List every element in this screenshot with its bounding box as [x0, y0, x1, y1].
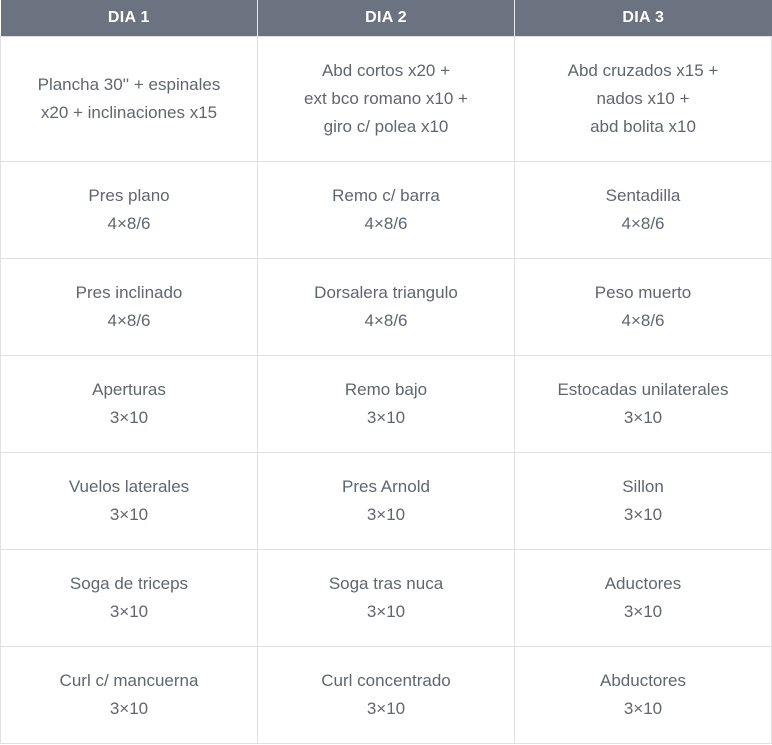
- exercise-cell: Pres Arnold 3×10: [257, 452, 515, 550]
- exercise-line: abd bolita x10: [590, 117, 696, 136]
- exercise-cell: Plancha 30'' + espinales x20 + inclinaci…: [0, 36, 258, 162]
- exercise-cell: Curl c/ mancuerna 3×10: [0, 646, 258, 744]
- exercise-sets: 4×8/6: [364, 311, 408, 330]
- exercise-name: Abductores: [600, 671, 686, 690]
- exercise-cell: Remo c/ barra 4×8/6: [257, 161, 515, 259]
- exercise-name: Remo bajo: [344, 380, 428, 399]
- exercise-cell: Curl concentrado 3×10: [257, 646, 515, 744]
- exercise-name: Pres inclinado: [75, 283, 183, 302]
- exercise-name: Dorsalera triangulo: [314, 283, 458, 302]
- exercise-line: x20 + inclinaciones x15: [40, 103, 218, 122]
- exercise-sets: 3×10: [109, 408, 149, 427]
- exercise-name: Sentadilla: [605, 186, 681, 205]
- exercise-name: Curl concentrado: [321, 671, 451, 690]
- table-row: Soga de triceps 3×10 Soga tras nuca 3×10…: [0, 549, 772, 647]
- exercise-sets: 4×8/6: [621, 311, 665, 330]
- table-row: Pres plano 4×8/6 Remo c/ barra 4×8/6 Sen…: [0, 161, 772, 259]
- exercise-name: Soga de triceps: [69, 574, 189, 593]
- exercise-line: Abd cruzados x15 +: [567, 61, 719, 80]
- table-header: DIA 1 DIA 2 DIA 3: [0, 0, 772, 37]
- exercise-sets: 3×10: [366, 505, 406, 524]
- exercise-sets: 3×10: [109, 505, 149, 524]
- exercise-sets: 3×10: [366, 602, 406, 621]
- exercise-cell: Pres plano 4×8/6: [0, 161, 258, 259]
- exercise-cell: Estocadas unilaterales 3×10: [514, 355, 772, 453]
- exercise-sets: 4×8/6: [364, 214, 408, 233]
- exercise-name: Estocadas unilaterales: [557, 380, 729, 399]
- exercise-sets: 3×10: [366, 408, 406, 427]
- exercise-sets: 4×8/6: [621, 214, 665, 233]
- exercise-name: Remo c/ barra: [332, 186, 440, 205]
- exercise-line: nados x10 +: [596, 89, 690, 108]
- exercise-name: Vuelos laterales: [68, 477, 190, 496]
- exercise-name: Aductores: [604, 574, 682, 593]
- exercise-name: Soga tras nuca: [328, 574, 444, 593]
- exercise-cell: Abd cruzados x15 + nados x10 + abd bolit…: [514, 36, 772, 162]
- table-row: Aperturas 3×10 Remo bajo 3×10 Estocadas …: [0, 355, 772, 453]
- exercise-sets: 3×10: [623, 408, 663, 427]
- exercise-cell: Sillon 3×10: [514, 452, 772, 550]
- exercise-sets: 4×8/6: [107, 214, 151, 233]
- table-body: Plancha 30'' + espinales x20 + inclinaci…: [0, 36, 772, 744]
- exercise-cell: Soga tras nuca 3×10: [257, 549, 515, 647]
- exercise-sets: 3×10: [109, 602, 149, 621]
- header-row: DIA 1 DIA 2 DIA 3: [0, 0, 772, 37]
- exercise-cell: Aperturas 3×10: [0, 355, 258, 453]
- exercise-line: giro c/ polea x10: [323, 117, 449, 136]
- exercise-cell: Dorsalera triangulo 4×8/6: [257, 258, 515, 356]
- exercise-name: Pres plano: [88, 186, 170, 205]
- exercise-cell: Soga de triceps 3×10: [0, 549, 258, 647]
- exercise-cell: Pres inclinado 4×8/6: [0, 258, 258, 356]
- column-header-day-3: DIA 3: [514, 0, 772, 37]
- column-header-day-2: DIA 2: [257, 0, 515, 37]
- exercise-cell: Vuelos laterales 3×10: [0, 452, 258, 550]
- exercise-sets: 3×10: [366, 699, 406, 718]
- exercise-cell: Abductores 3×10: [514, 646, 772, 744]
- exercise-cell: Sentadilla 4×8/6: [514, 161, 772, 259]
- exercise-cell: Peso muerto 4×8/6: [514, 258, 772, 356]
- exercise-sets: 4×8/6: [107, 311, 151, 330]
- table-row: Pres inclinado 4×8/6 Dorsalera triangulo…: [0, 258, 772, 356]
- exercise-line: Plancha 30'' + espinales: [37, 75, 221, 94]
- exercise-name: Curl c/ mancuerna: [59, 671, 199, 690]
- table-row: Plancha 30'' + espinales x20 + inclinaci…: [0, 36, 772, 162]
- exercise-cell: Aductores 3×10: [514, 549, 772, 647]
- table-row: Vuelos laterales 3×10 Pres Arnold 3×10 S…: [0, 452, 772, 550]
- exercise-name: Pres Arnold: [342, 477, 430, 496]
- exercise-name: Peso muerto: [594, 283, 692, 302]
- exercise-sets: 3×10: [623, 602, 663, 621]
- exercise-name: Aperturas: [92, 380, 166, 399]
- exercise-name: Sillon: [622, 477, 664, 496]
- exercise-line: Abd cortos x20 +: [321, 61, 451, 80]
- exercise-cell: Remo bajo 3×10: [257, 355, 515, 453]
- exercise-sets: 3×10: [623, 505, 663, 524]
- exercise-sets: 3×10: [109, 699, 149, 718]
- exercise-sets: 3×10: [623, 699, 663, 718]
- exercise-cell: Abd cortos x20 + ext bco romano x10 + gi…: [257, 36, 515, 162]
- column-header-day-1: DIA 1: [0, 0, 258, 37]
- table-row: Curl c/ mancuerna 3×10 Curl concentrado …: [0, 646, 772, 744]
- exercise-line: ext bco romano x10 +: [304, 89, 468, 108]
